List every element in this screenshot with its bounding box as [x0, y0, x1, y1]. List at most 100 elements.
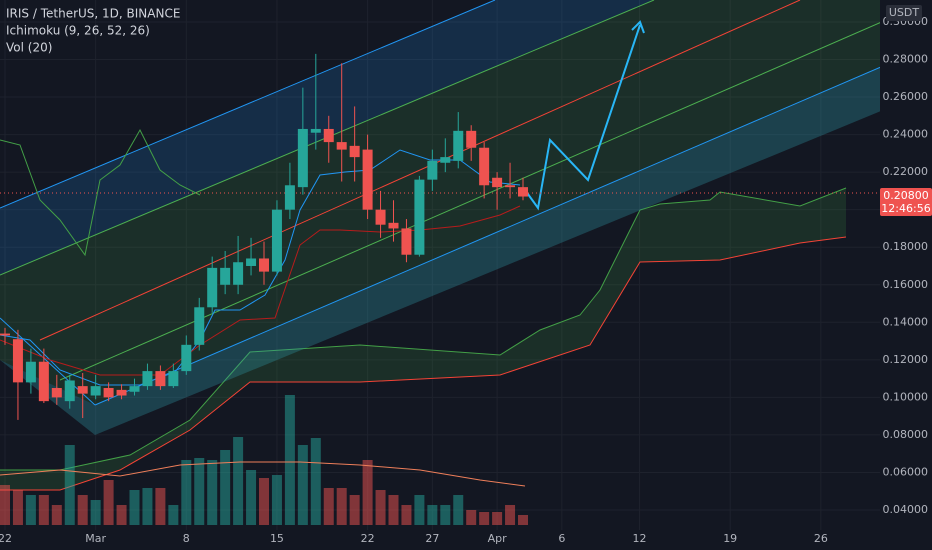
volume-bar [518, 515, 528, 525]
candle-body [388, 222, 399, 229]
candle-body [440, 157, 451, 163]
candle-body [168, 371, 179, 387]
volume-bar [362, 460, 373, 525]
channel-middle-band [0, 0, 932, 435]
candle-body [90, 386, 101, 396]
volume-bar [401, 505, 412, 525]
volume-bar [271, 475, 282, 525]
indicator-label: Ichimoku (9, 26, 52, 26) [6, 24, 150, 38]
x-tick-label: 12 [633, 532, 647, 545]
candle-body [142, 371, 153, 387]
candle-body [64, 380, 75, 402]
channel-line [94, 44, 932, 406]
y-tick-label: 0.14000 [883, 315, 929, 328]
volume-bar [90, 500, 101, 525]
candle-body [336, 142, 347, 150]
candle-body [103, 388, 114, 398]
x-tick-label: 22 [361, 532, 375, 545]
volume-ma [0, 461, 526, 487]
x-tick-label: 27 [425, 532, 439, 545]
candle-body [77, 386, 88, 394]
projection-arrow [631, 20, 645, 34]
candle-body [466, 130, 477, 148]
volume-bar [479, 512, 490, 525]
last-price: 0.20800 [883, 189, 929, 202]
x-tick-label: 8 [183, 532, 190, 545]
x-tick-label: Mar [85, 532, 106, 545]
candle-body [349, 145, 360, 158]
candle-body [271, 209, 282, 272]
y-tick-label: 0.24000 [883, 128, 929, 141]
candle-body [233, 262, 244, 285]
y-tick-label: 0.18000 [883, 240, 929, 253]
candle-body [51, 388, 62, 398]
volume-bar [155, 488, 166, 525]
volume-bar [142, 488, 153, 525]
lagging-span [0, 128, 201, 257]
volume-bar [64, 445, 75, 525]
channel-line [0, 0, 496, 209]
last-price-badge [880, 188, 932, 216]
x-tick-label: Apr [488, 532, 508, 545]
volume-bar [233, 437, 244, 525]
price-axis [880, 0, 932, 550]
candle-body [284, 185, 295, 210]
candle-body [194, 307, 205, 345]
leading-span-b [0, 236, 847, 491]
chart-title: IRIS / TetherUS, 1D, BINANCE [6, 7, 180, 21]
candle-body [414, 179, 425, 255]
y-tick-label: 0.26000 [883, 90, 929, 103]
volume-bar [181, 460, 192, 525]
indicator-label: Vol (20) [6, 41, 52, 55]
candle-body [492, 177, 503, 188]
candle-body [310, 128, 321, 133]
candles [0, 53, 528, 420]
candle-body [401, 228, 412, 255]
volume-bar [349, 495, 360, 525]
grid [0, 0, 887, 530]
volume-bar [310, 438, 321, 525]
volume-bar [103, 480, 114, 525]
volume-bar [388, 495, 399, 525]
countdown: 12:46:56 [881, 202, 930, 215]
volume-bar [116, 505, 127, 525]
candle-body [155, 371, 166, 387]
y-tick-label: 0.22000 [883, 165, 929, 178]
volume-bar [414, 495, 425, 525]
candle-body [12, 339, 23, 383]
candle-body [207, 267, 218, 308]
currency: USDT [889, 6, 920, 19]
volume-bar [168, 505, 179, 525]
candle-body [375, 209, 386, 225]
kijun-sen [0, 205, 521, 376]
candle-body [181, 344, 192, 372]
candle-body [453, 130, 464, 161]
y-tick-label: 0.06000 [883, 465, 929, 478]
channel-line [59, 0, 932, 381]
volume-bar [220, 450, 231, 525]
candle-body [38, 361, 49, 402]
candle-body [129, 386, 140, 392]
candle-body [323, 128, 334, 143]
tenkan-sen [0, 149, 521, 386]
volume-bar [0, 485, 10, 525]
volume-bar [440, 505, 451, 525]
channel-median [39, 0, 801, 341]
x-tick-label: 15 [270, 532, 284, 545]
volume-bar [129, 490, 140, 525]
volume-bar [375, 490, 386, 525]
projection-path [524, 24, 641, 211]
y-tick-label: 0.08000 [883, 428, 929, 441]
candle-body [246, 258, 257, 266]
candle-body [297, 128, 308, 188]
volume-pane [0, 395, 528, 525]
candle-body [518, 187, 528, 197]
candle-body [220, 267, 231, 285]
x-tick-label: 19 [723, 532, 737, 545]
y-tick-label: 0.28000 [883, 53, 929, 66]
currency-badge [886, 5, 922, 21]
volume-bar [12, 490, 23, 525]
leading-span-a [0, 187, 847, 471]
